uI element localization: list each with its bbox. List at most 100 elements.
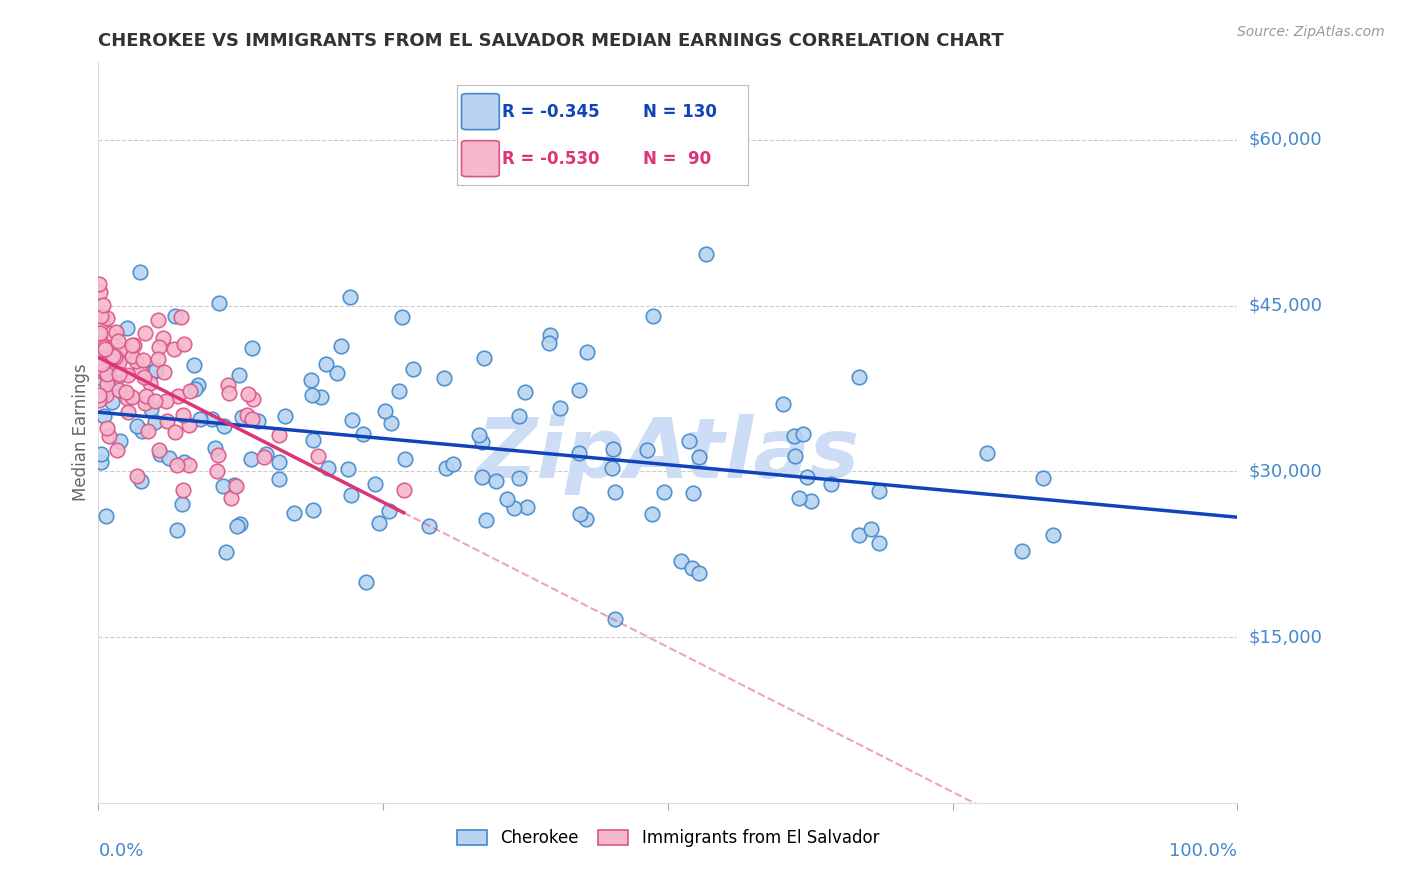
Cherokee xyxy=(101,395,124,409)
Cherokee xyxy=(336,462,359,476)
Immigrants from El Salvador xyxy=(121,337,143,351)
Cherokee xyxy=(247,414,270,428)
Cherokee xyxy=(787,491,810,505)
Cherokee xyxy=(568,508,591,522)
Cherokee xyxy=(212,419,235,434)
Immigrants from El Salvador xyxy=(100,351,122,366)
Cherokee xyxy=(201,412,224,426)
Cherokee xyxy=(90,454,112,468)
Text: Source: ZipAtlas.com: Source: ZipAtlas.com xyxy=(1237,25,1385,39)
Cherokee xyxy=(141,402,163,417)
Immigrants from El Salvador xyxy=(125,469,148,483)
Immigrants from El Salvador xyxy=(172,483,194,497)
Immigrants from El Salvador xyxy=(97,369,120,384)
Cherokee xyxy=(128,265,150,279)
Immigrants from El Salvador xyxy=(87,351,110,365)
Cherokee xyxy=(388,384,411,399)
Cherokee xyxy=(340,488,363,502)
Text: CHEROKEE VS IMMIGRANTS FROM EL SALVADOR MEDIAN EARNINGS CORRELATION CHART: CHEROKEE VS IMMIGRANTS FROM EL SALVADOR … xyxy=(98,32,1004,50)
Cherokee xyxy=(267,472,290,486)
Cherokee xyxy=(170,497,193,511)
Cherokee xyxy=(689,450,711,465)
Cherokee xyxy=(603,484,626,499)
Cherokee xyxy=(125,419,148,434)
Text: $45,000: $45,000 xyxy=(1249,296,1323,315)
Immigrants from El Salvador xyxy=(219,491,242,505)
Cherokee xyxy=(330,339,353,353)
Cherokee xyxy=(228,368,250,383)
Cherokee xyxy=(434,461,457,475)
Immigrants from El Salvador xyxy=(89,326,111,341)
Cherokee xyxy=(976,446,998,460)
Cherokee xyxy=(368,516,391,530)
Cherokee xyxy=(326,366,349,380)
Cherokee xyxy=(380,416,402,430)
Cherokee xyxy=(352,427,374,442)
Immigrants from El Salvador xyxy=(392,483,415,497)
Cherokee xyxy=(495,492,517,507)
Cherokee xyxy=(316,461,339,475)
Cherokee xyxy=(391,310,413,324)
Immigrants from El Salvador xyxy=(91,298,114,312)
Cherokee xyxy=(143,415,166,429)
Immigrants from El Salvador xyxy=(177,458,200,473)
Cherokee xyxy=(90,351,112,365)
Cherokee xyxy=(204,441,226,455)
Immigrants from El Salvador xyxy=(131,353,153,368)
Text: $30,000: $30,000 xyxy=(1249,462,1322,480)
Cherokee xyxy=(1011,544,1033,558)
Immigrants from El Salvador xyxy=(121,349,143,363)
Cherokee xyxy=(678,434,700,449)
Cherokee xyxy=(267,455,290,469)
Immigrants from El Salvador xyxy=(218,386,240,401)
Cherokee xyxy=(602,442,624,457)
Cherokee xyxy=(231,409,253,424)
Cherokee xyxy=(302,502,325,516)
Immigrants from El Salvador xyxy=(167,389,190,403)
Immigrants from El Salvador xyxy=(124,354,146,368)
Cherokee xyxy=(96,508,118,523)
Immigrants from El Salvador xyxy=(225,479,247,493)
Immigrants from El Salvador xyxy=(107,350,129,364)
Immigrants from El Salvador xyxy=(155,394,177,409)
Immigrants from El Salvador xyxy=(115,384,138,399)
Cherokee xyxy=(374,404,396,418)
Cherokee xyxy=(378,504,401,518)
Immigrants from El Salvador xyxy=(253,450,276,465)
Cherokee xyxy=(868,536,890,550)
Immigrants from El Salvador xyxy=(217,377,239,392)
Immigrants from El Salvador xyxy=(148,442,170,457)
Immigrants from El Salvador xyxy=(117,368,139,382)
Cherokee xyxy=(848,528,870,542)
Cherokee xyxy=(184,382,207,396)
Immigrants from El Salvador xyxy=(146,313,169,327)
Cherokee xyxy=(859,522,882,536)
Cherokee xyxy=(800,493,823,508)
Immigrants from El Salvador xyxy=(242,392,264,407)
Immigrants from El Salvador xyxy=(105,443,128,458)
Cherokee xyxy=(301,434,323,448)
Cherokee xyxy=(115,320,138,334)
Cherokee xyxy=(568,383,591,397)
Cherokee xyxy=(103,376,125,390)
Cherokee xyxy=(600,461,623,475)
Cherokee xyxy=(309,391,332,405)
Immigrants from El Salvador xyxy=(121,390,143,404)
Cherokee xyxy=(131,424,153,438)
Cherokee xyxy=(339,290,361,304)
Cherokee xyxy=(508,409,530,424)
Cherokee xyxy=(471,435,494,450)
Immigrants from El Salvador xyxy=(135,389,157,403)
Immigrants from El Salvador xyxy=(172,408,194,422)
Cherokee xyxy=(513,385,536,400)
Immigrants from El Salvador xyxy=(107,334,129,348)
Cherokee xyxy=(215,545,238,559)
Cherokee xyxy=(145,363,167,377)
Immigrants from El Salvador xyxy=(170,310,193,325)
Cherokee xyxy=(548,401,571,415)
Cherokee xyxy=(149,446,172,460)
Cherokee xyxy=(1031,471,1053,485)
Cherokee xyxy=(503,501,526,516)
Immigrants from El Salvador xyxy=(173,337,195,351)
Cherokee xyxy=(254,447,277,461)
